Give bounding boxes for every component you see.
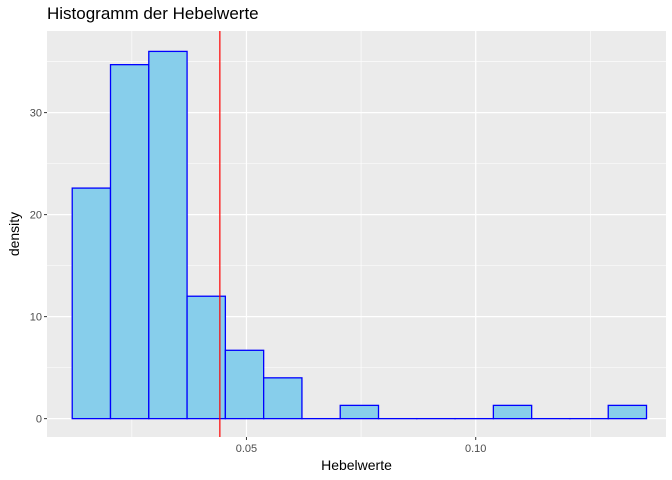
chart-title: Histogramm der Hebelwerte [47, 4, 259, 23]
histogram-bar [607, 404, 648, 420]
y-tick-label: 20 [30, 210, 42, 222]
histogram-bar [492, 404, 533, 420]
y-axis-title: density [6, 212, 22, 256]
histogram-bar [71, 187, 112, 420]
histogram-bar [109, 64, 150, 420]
y-tick-label: 30 [30, 108, 42, 120]
histogram-bar [148, 50, 188, 420]
histogram-bar [186, 295, 227, 420]
x-axis-title: Hebelwerte [321, 457, 392, 473]
histogram-bars [71, 50, 648, 420]
x-tick-label: 0.10 [465, 443, 486, 455]
histogram-bar [262, 377, 303, 420]
y-axis-ticks: 0 10 20 30 [30, 108, 47, 426]
y-tick-label: 10 [30, 312, 42, 324]
x-axis-ticks: 0.05 0.10 [236, 437, 486, 455]
x-tick-label: 0.05 [236, 443, 257, 455]
histogram-bar [224, 349, 265, 420]
histogram-bar [339, 404, 380, 420]
y-tick-label: 0 [36, 414, 42, 426]
